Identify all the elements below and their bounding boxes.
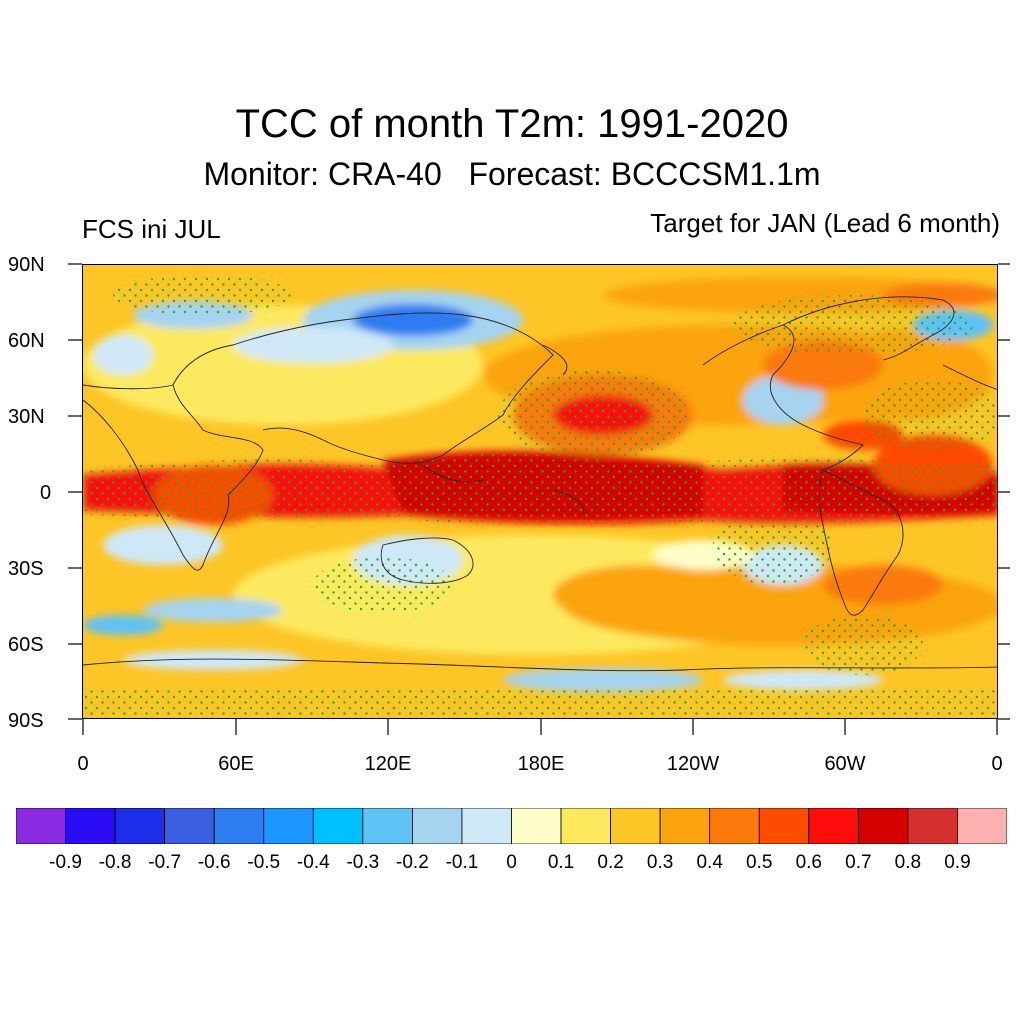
colorbar-level-label: 0.4 [696,852,723,873]
colorbar-level-label: -0.7 [148,852,182,873]
colorbar-swatch [213,808,265,844]
colorbar [16,808,1007,844]
lat-label-30n: 30N [8,406,45,428]
colorbar-level-label: 0.2 [597,852,624,873]
colorbar-level-label: 0.1 [547,852,575,873]
lat-label-90s: 90S [8,710,44,732]
colorbar-swatch [560,808,611,844]
lat-label-30s: 30S [8,558,44,580]
colorbar-swatch [907,808,958,844]
colorbar-level-label: -0.5 [247,852,281,873]
colorbar-swatch [857,808,909,844]
chart-subtitle: Monitor: CRA-40 Forecast: BCCCSM1.1m [203,156,821,192]
lat-label-60n: 60N [8,330,45,352]
colorbar-swatch [758,808,810,844]
colorbar-level-label: -0.9 [49,852,82,873]
colorbar-swatch [610,808,661,844]
lon-label-180e: 180E [517,753,565,775]
colorbar-level-label: 0.7 [845,852,872,873]
colorbar-level-label: -0.4 [296,852,330,873]
colorbar-swatch [114,808,166,844]
colorbar-level-label: -0.2 [396,852,429,873]
colorbar-swatch [957,808,1007,844]
colorbar-swatch [808,808,859,844]
lon-label-60w: 60W [824,753,866,775]
colorbar-level-label: 0 [506,852,517,873]
coastlines [83,296,997,672]
colorbar-level-label: -0.1 [445,852,479,873]
colorbar-swatch [312,808,364,844]
init-month-label: FCS ini JUL [82,214,221,244]
colorbar-swatch [362,808,413,844]
map-canvas [83,265,997,718]
colorbar-swatch [411,808,463,844]
colorbar-swatch [659,808,711,844]
colorbar-level-label: 0.3 [646,852,674,873]
lat-label-90n: 90N [8,254,45,276]
colorbar-swatch [461,808,512,844]
target-month-label: Target for JAN (Lead 6 month) [650,208,1000,238]
lon-label-0: 0 [77,753,89,775]
colorbar-level-label: -0.8 [98,852,132,873]
colorbar-swatch [164,808,215,844]
lon-label-0-east: 0 [991,753,1003,775]
lon-label-120e: 120E [364,753,412,775]
chart-title: TCC of month T2m: 1991-2020 [235,102,789,146]
correlation-map [82,264,998,719]
colorbar-level-label: -0.6 [197,852,231,873]
colorbar-level-label: 0.9 [944,852,971,873]
lat-label-60s: 60S [8,634,44,656]
colorbar-swatch [16,808,66,844]
colorbar-level-label: 0.8 [894,852,922,873]
lat-label-equator: 0 [40,482,52,504]
colorbar-level-label: -0.3 [346,852,380,873]
lon-label-60e: 60E [218,753,254,775]
colorbar-swatch [709,808,760,844]
colorbar-level-label: 0.5 [746,852,773,873]
colorbar-swatch [263,808,314,844]
colorbar-swatch [65,808,116,844]
colorbar-swatch [511,808,562,844]
colorbar-level-label: 0.6 [795,852,822,873]
lon-label-120w: 120W [666,753,720,775]
